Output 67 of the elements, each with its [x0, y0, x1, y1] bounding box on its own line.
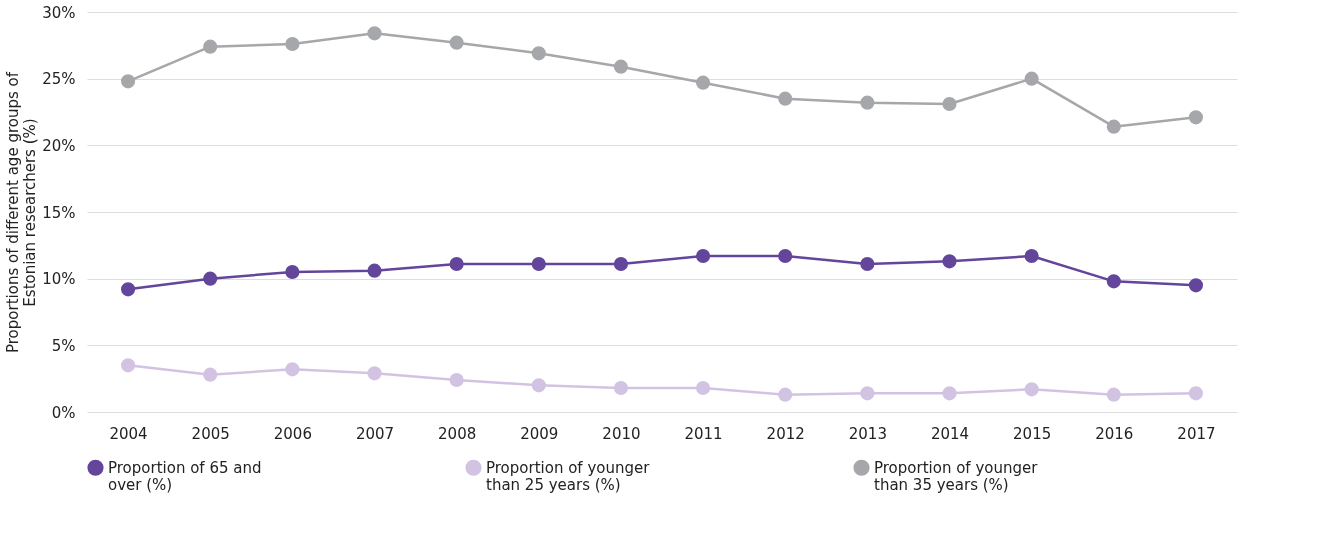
x-tick-label: 2010 [602, 424, 641, 443]
point [1106, 274, 1121, 289]
point [942, 254, 957, 269]
point [449, 35, 464, 50]
point [285, 36, 300, 52]
y-tick-label: 30% [42, 3, 76, 22]
point [778, 248, 793, 264]
point [449, 372, 464, 388]
x-tick-label: 2007 [355, 424, 395, 443]
point [860, 256, 875, 272]
point [1188, 278, 1203, 293]
point [203, 39, 218, 54]
point [613, 380, 628, 396]
x-tick-label: 2004 [109, 424, 148, 443]
point [531, 256, 546, 272]
point [121, 358, 136, 373]
x-tick-label: 2005 [191, 424, 230, 443]
point [367, 263, 382, 278]
point [613, 59, 628, 74]
x-tick-label: 2006 [273, 424, 312, 443]
point [1188, 110, 1203, 125]
legend-label: Proportion of younger than 25 years (%) [486, 458, 651, 494]
x-tick-label: 2013 [848, 424, 887, 443]
point [203, 367, 218, 382]
x-tick-label: 2008 [438, 424, 477, 443]
legend-label: Proportion of 65 and over (%) [108, 458, 262, 494]
y-tick-label: 25% [42, 70, 76, 89]
point [121, 282, 136, 297]
x-tick-label: 2017 [1177, 424, 1216, 443]
y-axis-title: Proportions of different age groups of Estonian researchers (%) [4, 71, 40, 353]
x-tick-label: 2015 [1013, 424, 1052, 443]
point [942, 386, 957, 401]
point [367, 26, 382, 41]
x-tick-label: 2016 [1095, 424, 1134, 443]
y-tick-label: 20% [42, 136, 76, 155]
y-tick-label: 15% [42, 203, 76, 222]
y-tick-label: 0% [51, 403, 76, 422]
y-tick-label: 5% [51, 336, 76, 355]
point [1024, 248, 1039, 264]
point [121, 74, 136, 89]
point [613, 256, 628, 272]
point [778, 387, 793, 402]
point [285, 264, 300, 280]
point [531, 378, 546, 393]
point [696, 380, 711, 396]
x-tick-label: 2014 [930, 424, 970, 443]
point [1188, 386, 1203, 401]
point [531, 46, 546, 61]
point [942, 96, 957, 112]
point [285, 362, 300, 377]
point [449, 256, 464, 272]
legend-label: Proportion of younger than 35 years (%) [874, 458, 1039, 494]
point [367, 366, 382, 381]
point [696, 248, 711, 264]
x-tick-label: 2012 [766, 424, 805, 443]
x-tick-label: 2009 [520, 424, 559, 443]
point [1024, 71, 1039, 86]
point [1024, 382, 1039, 397]
x-tick-label: 2011 [684, 424, 723, 443]
point [778, 91, 793, 106]
point [860, 95, 875, 110]
y-tick-label: 10% [42, 270, 76, 289]
point [1106, 119, 1121, 134]
point [203, 271, 218, 286]
point [1106, 387, 1121, 402]
point [696, 75, 711, 90]
point [860, 386, 875, 401]
